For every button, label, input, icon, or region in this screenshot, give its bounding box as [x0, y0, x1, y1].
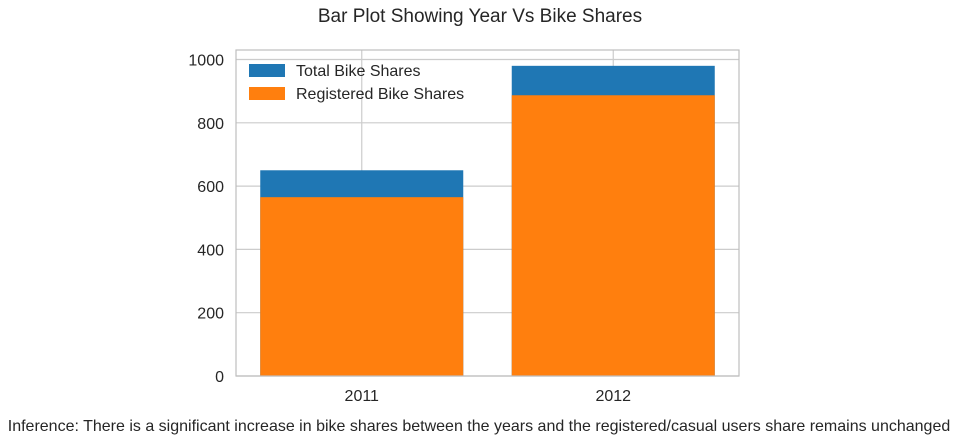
x-tick-label: 2011	[345, 388, 380, 405]
y-tick-label: 400	[197, 242, 224, 259]
y-tick-label: 200	[197, 306, 224, 323]
chart-title: Bar Plot Showing Year Vs Bike Shares	[318, 6, 642, 27]
legend-swatch	[249, 87, 285, 100]
bar-registered-2012	[511, 95, 715, 376]
bars	[260, 65, 715, 376]
legend-label: Total Bike Shares	[296, 63, 421, 80]
y-tick-label: 0	[215, 369, 224, 386]
y-tick-label: 600	[197, 179, 224, 196]
inference-caption: Inference: There is a significant increa…	[8, 418, 950, 435]
legend: Total Bike Shares Registered Bike Shares	[249, 63, 464, 103]
legend-swatch	[249, 64, 285, 77]
x-axis-ticks: 2011 2012	[345, 388, 632, 405]
x-tick-label: 2012	[595, 388, 631, 405]
y-axis-ticks: 0 200 400 600 800 1000	[188, 52, 224, 386]
y-tick-label: 800	[197, 116, 224, 133]
legend-label: Registered Bike Shares	[296, 86, 464, 103]
axes-frame	[235, 49, 740, 377]
bar-registered-2011	[260, 197, 464, 376]
y-tick-label: 1000	[188, 52, 224, 69]
